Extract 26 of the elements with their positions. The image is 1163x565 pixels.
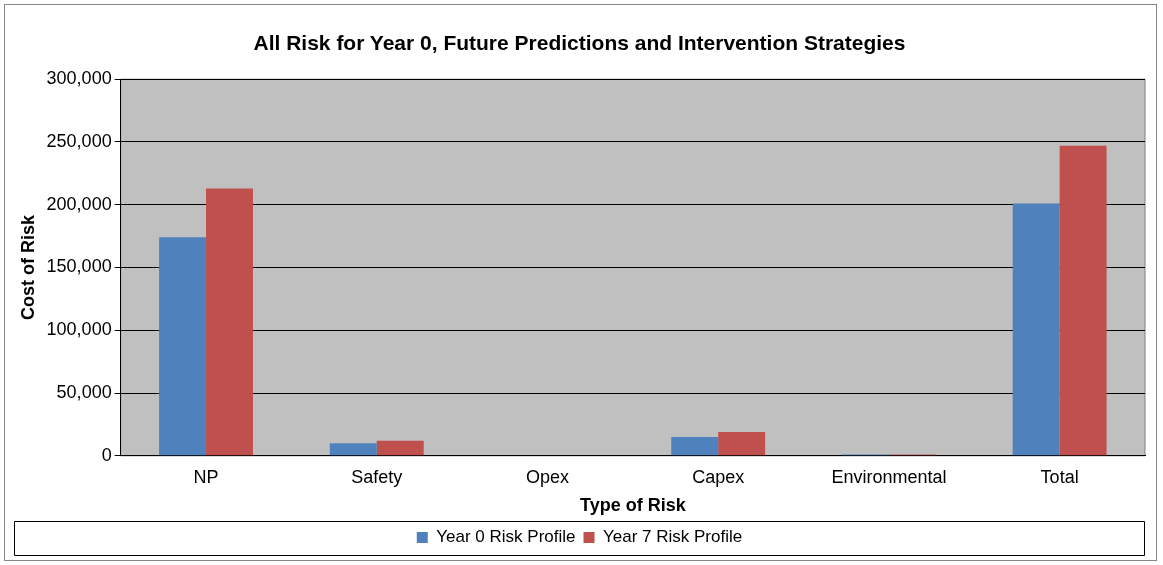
- x-axis-title: Type of Risk: [579, 495, 687, 516]
- y-tick-label: 0: [101, 444, 112, 465]
- y-tick-label: 50,000: [56, 382, 112, 402]
- bar: [1059, 145, 1107, 456]
- y-tick-label: 200,000: [46, 193, 112, 214]
- bar: [159, 237, 207, 456]
- x-tick-label: Environmental: [831, 466, 947, 487]
- y-tick-label: 300,000: [46, 68, 112, 89]
- x-tick-label: Safety: [351, 466, 403, 487]
- bar: [1012, 203, 1060, 456]
- bar: [376, 440, 424, 456]
- legend-label: Year 7 Risk Profile: [603, 527, 743, 547]
- chart-title: All Risk for Year 0, Future Predictions and Intervention Strategies: [253, 31, 906, 55]
- bar: [718, 431, 766, 456]
- x-tick-label: Opex: [525, 466, 569, 487]
- bar: [671, 436, 719, 456]
- legend-label: Year 0 Risk Profile: [436, 527, 576, 547]
- bar: [206, 188, 253, 456]
- y-tick-label: 250,000: [46, 130, 112, 151]
- y-axis-title: Cost of Risk: [17, 214, 38, 321]
- bar: [329, 443, 377, 456]
- x-tick-label: NP: [193, 466, 219, 487]
- x-tick-label: Total: [1040, 466, 1079, 487]
- y-tick-label: 100,000: [46, 319, 112, 340]
- y-tick-label: 150,000: [46, 256, 112, 277]
- x-tick-label: Capex: [692, 466, 745, 487]
